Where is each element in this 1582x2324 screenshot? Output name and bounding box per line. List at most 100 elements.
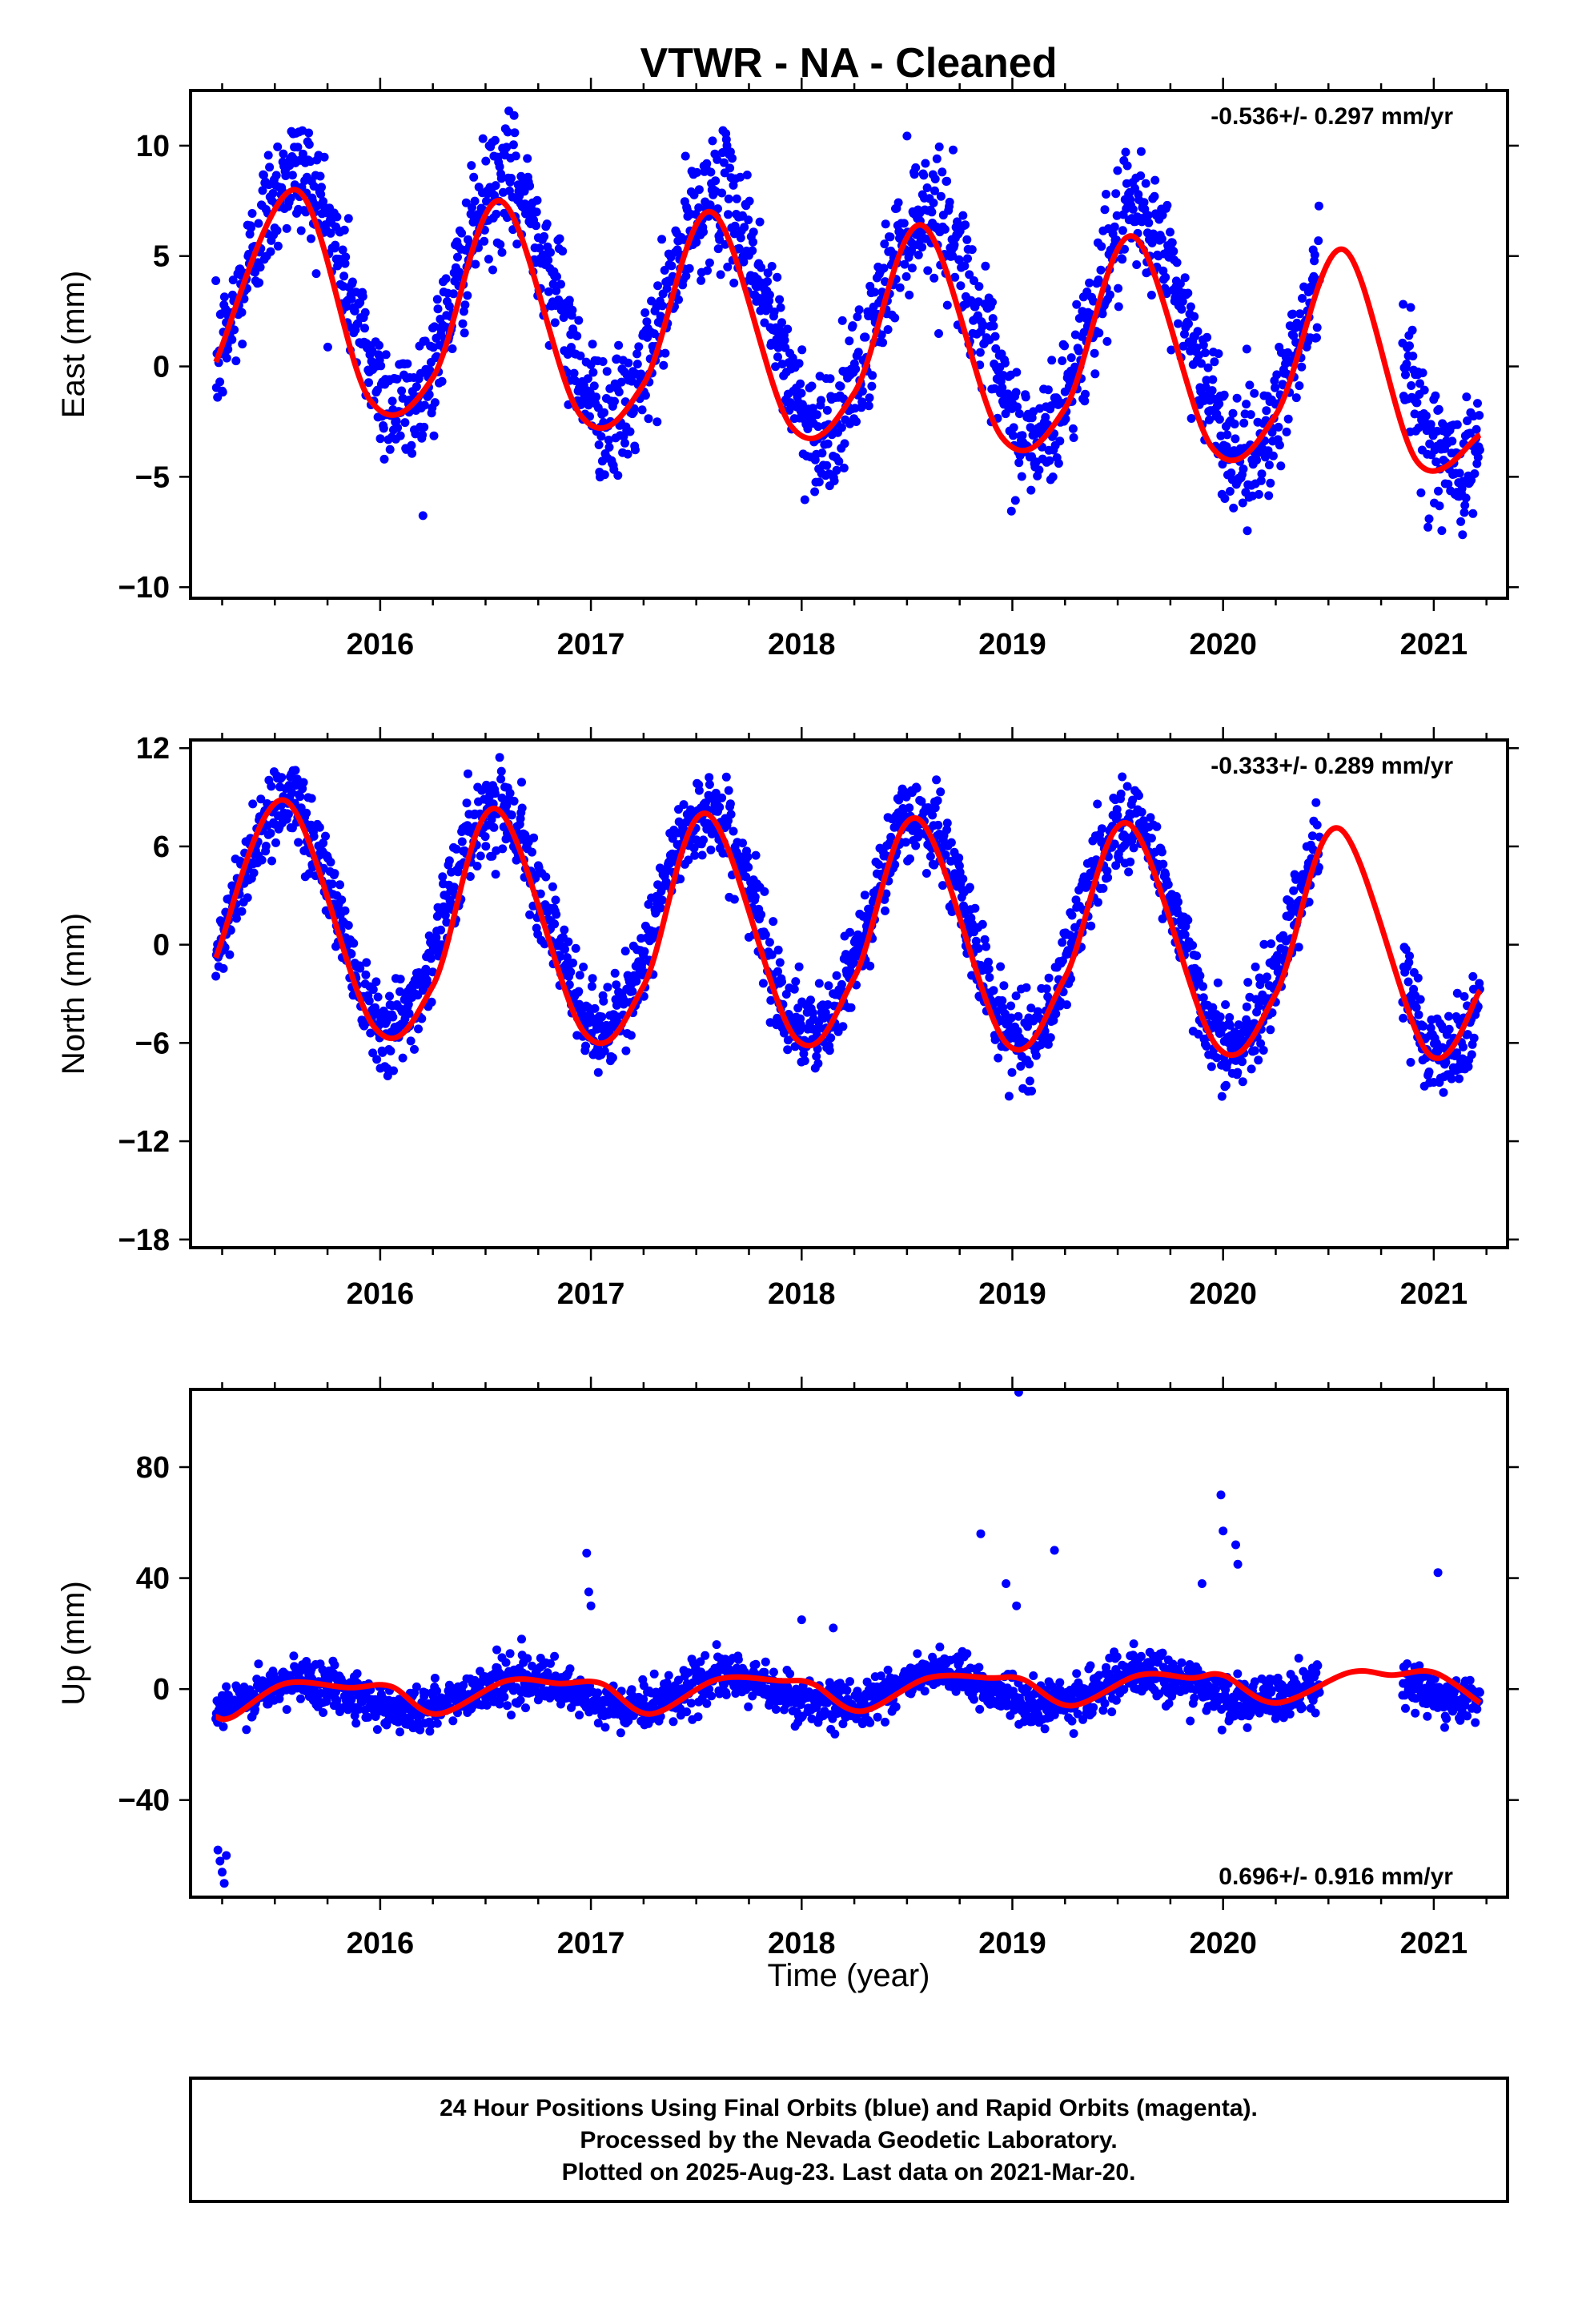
up-data-point	[242, 1725, 251, 1735]
east-data-point	[347, 277, 357, 287]
east-data-point	[1472, 424, 1481, 434]
north-y-tick-label: −6	[135, 1027, 170, 1060]
north-data-point	[449, 883, 459, 892]
east-data-point	[350, 306, 359, 316]
east-data-point	[917, 243, 927, 252]
north-data-point	[978, 919, 987, 929]
east-data-point	[1041, 412, 1050, 422]
east-data-point	[1045, 456, 1054, 465]
north-data-point	[1259, 1046, 1268, 1055]
east-data-point	[853, 312, 862, 322]
east-data-point	[929, 198, 938, 207]
east-data-point	[708, 136, 717, 146]
east-data-point	[1061, 414, 1070, 424]
east-data-point	[942, 300, 952, 310]
north-data-point	[1294, 943, 1303, 952]
east-data-point	[771, 362, 781, 372]
east-data-point	[797, 388, 806, 398]
east-data-point	[1245, 380, 1255, 390]
east-data-point	[1074, 346, 1084, 356]
east-data-point	[237, 308, 247, 317]
north-data-point	[1233, 1068, 1243, 1077]
up-y-tick-label: 80	[136, 1451, 170, 1485]
east-data-point	[734, 243, 744, 253]
north-data-point	[984, 964, 994, 974]
east-data-point	[1186, 302, 1195, 312]
east-data-point	[1215, 399, 1224, 408]
east-data-point	[877, 330, 886, 340]
north-data-point	[1254, 1055, 1263, 1065]
east-data-point	[1146, 291, 1156, 300]
north-data-point	[1192, 951, 1202, 960]
north-data-point	[894, 795, 904, 805]
north-data-point	[398, 1053, 408, 1063]
north-data-point	[490, 789, 500, 798]
east-data-point	[255, 278, 264, 287]
east-data-point	[408, 448, 417, 458]
north-data-point	[383, 1072, 392, 1080]
east-data-point	[911, 163, 921, 172]
east-data-point	[763, 268, 773, 278]
north-data-point	[865, 961, 875, 971]
east-data-point	[492, 209, 501, 219]
east-data-point	[755, 217, 765, 227]
east-data-point	[767, 262, 777, 271]
east-data-point	[716, 270, 725, 279]
up-data-point	[412, 1682, 421, 1691]
east-data-point	[1416, 488, 1426, 497]
east-data-point	[532, 221, 540, 231]
east-data-point	[729, 180, 738, 190]
north-data-point	[444, 856, 454, 866]
north-data-point	[1110, 839, 1119, 849]
east-data-point	[797, 345, 807, 355]
east-data-point	[1011, 388, 1021, 397]
east-data-point	[988, 297, 997, 307]
north-y-tick-label: 12	[136, 732, 170, 766]
east-data-point	[1202, 376, 1211, 385]
east-frame	[189, 89, 1509, 600]
east-data-point	[429, 431, 439, 440]
north-data-point	[1242, 1002, 1251, 1011]
up-data-point	[503, 1701, 512, 1711]
east-data-point	[1230, 420, 1239, 428]
east-data-point	[470, 196, 480, 206]
east-data-point	[509, 111, 519, 120]
east-data-point	[326, 228, 335, 238]
east-data-point	[950, 240, 959, 250]
north-frame	[189, 738, 1509, 1249]
east-data-point	[614, 388, 624, 396]
north-data-point	[266, 829, 275, 838]
east-data-point	[1239, 418, 1249, 428]
north-data-point	[562, 953, 572, 963]
north-data-point	[302, 808, 311, 818]
north-data-point	[226, 926, 235, 935]
north-data-point	[371, 977, 381, 987]
up-data-point	[432, 1687, 442, 1695]
east-data-point	[1268, 451, 1278, 460]
east-data-point	[589, 381, 599, 391]
east-data-point	[848, 321, 857, 331]
up-data-point	[219, 1722, 228, 1731]
east-data-point	[343, 214, 353, 223]
north-data-point	[1163, 880, 1173, 889]
east-data-point	[1423, 522, 1433, 532]
north-data-point	[588, 974, 597, 983]
east-data-point	[919, 171, 929, 180]
north-data-point	[758, 979, 768, 988]
east-data-point	[949, 145, 958, 155]
north-data-point	[982, 942, 991, 951]
north-data-point	[321, 831, 330, 841]
east-data-point	[614, 340, 624, 350]
east-data-point	[1468, 509, 1478, 518]
east-data-point	[652, 417, 662, 427]
north-data-point	[750, 892, 760, 902]
north-data-point	[550, 919, 560, 929]
up-data-point	[432, 1719, 442, 1728]
north-data-point	[679, 800, 689, 810]
east-data-point	[961, 220, 970, 230]
north-data-point	[1174, 897, 1182, 907]
north-data-point	[965, 883, 974, 892]
north-data-point	[954, 853, 964, 862]
east-data-point	[711, 176, 721, 186]
north-data-point	[426, 954, 436, 963]
